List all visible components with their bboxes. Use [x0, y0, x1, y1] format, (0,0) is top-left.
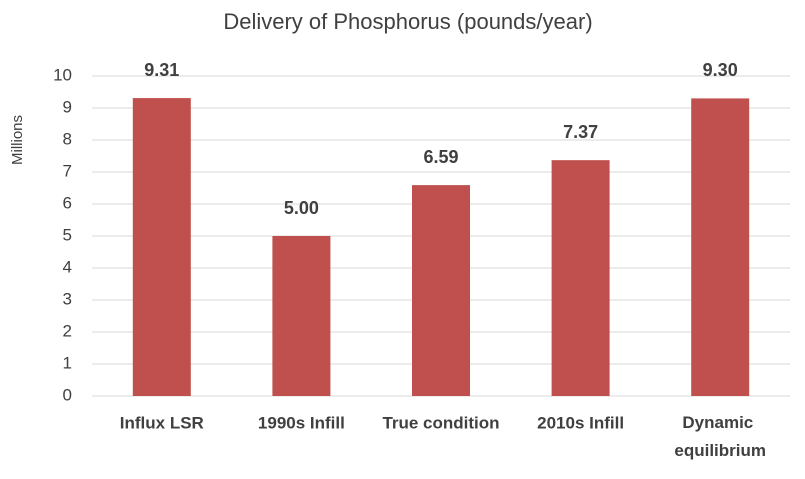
y-tick-label: 4: [63, 257, 72, 276]
bar: [272, 236, 331, 396]
y-tick-label: 1: [63, 353, 72, 372]
y-tick-label: 9: [63, 97, 72, 116]
data-label: 7.37: [563, 122, 598, 142]
data-label: 5.00: [284, 198, 319, 218]
data-label: 9.30: [703, 60, 738, 80]
y-tick-label: 10: [53, 65, 72, 84]
y-tick-label: 5: [63, 225, 72, 244]
y-tick-label: 2: [63, 321, 72, 340]
chart-title: Delivery of Phosphorus (pounds/year): [223, 9, 592, 34]
y-axis-label: Millions: [9, 115, 26, 165]
y-tick-label: 0: [63, 385, 72, 404]
x-tick-label: Dynamic equilibrium: [674, 413, 766, 460]
y-tick-label: 3: [63, 289, 72, 308]
bar: [412, 185, 470, 396]
bar: [551, 160, 610, 396]
bar: [691, 98, 750, 397]
x-tick-label: Influx LSR: [120, 413, 204, 432]
bar: [132, 98, 191, 396]
x-tick-label: 2010s Infill: [537, 413, 624, 432]
x-tick-label: 1990s Infill: [258, 413, 345, 432]
data-label: 6.59: [423, 147, 458, 167]
y-tick-label: 6: [63, 193, 72, 212]
x-tick-label: True condition: [382, 413, 499, 432]
y-tick-label: 8: [63, 129, 72, 148]
data-label: 9.31: [144, 60, 179, 80]
y-tick-label: 7: [63, 161, 72, 180]
